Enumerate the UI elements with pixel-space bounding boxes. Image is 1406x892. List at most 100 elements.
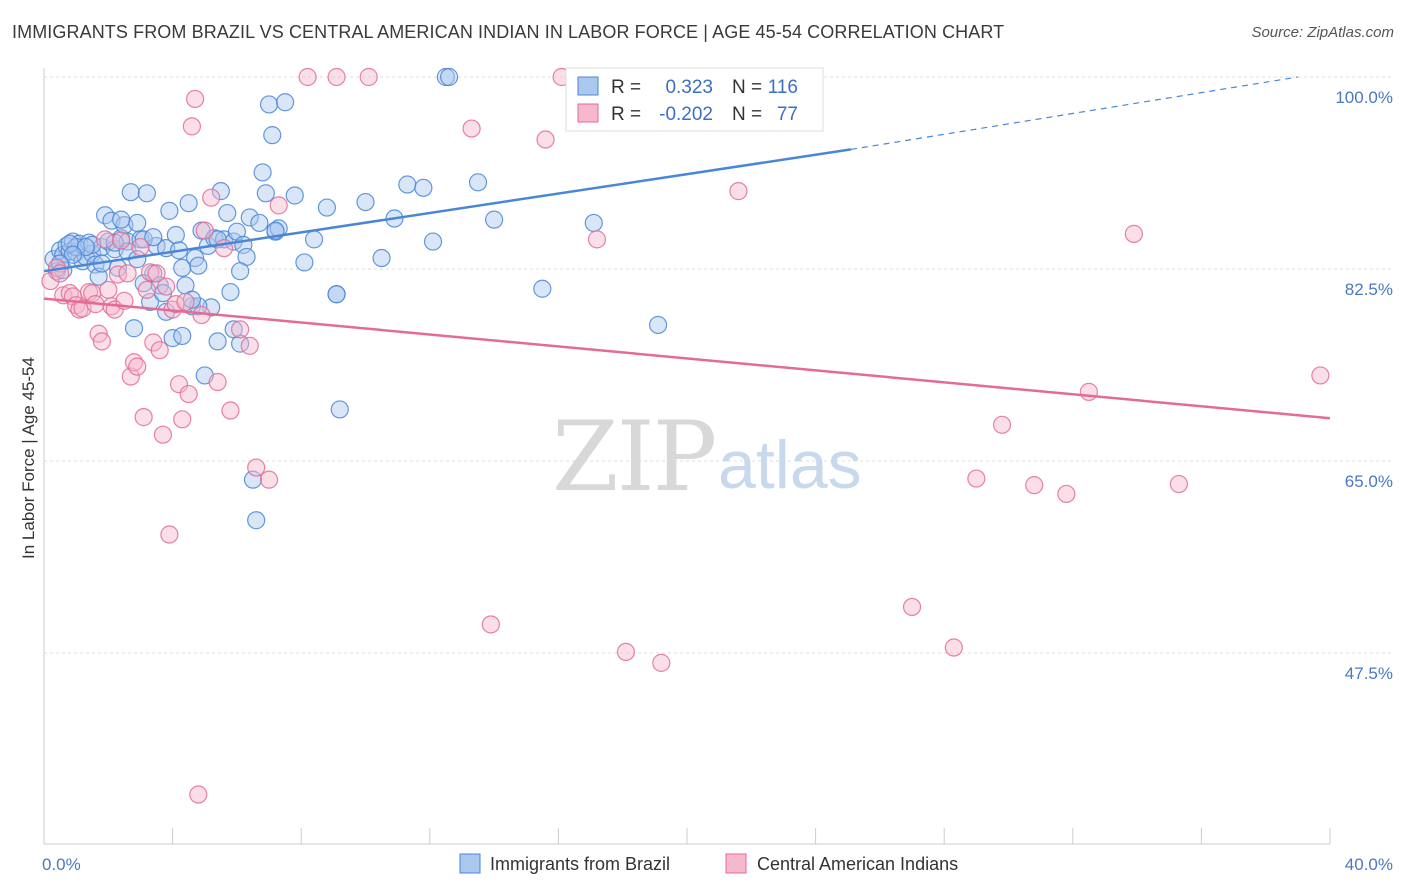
point-central-american-51 <box>240 336 259 355</box>
point-brazil-26 <box>128 213 147 233</box>
point-central-american-46 <box>202 188 221 207</box>
watermark: ZIP atlas <box>552 401 862 513</box>
point-brazil-79 <box>372 248 391 268</box>
point-central-american-45 <box>195 221 214 240</box>
point-brazil-86 <box>468 173 488 192</box>
point-brazil-67 <box>259 95 279 114</box>
point-central-american-42 <box>186 89 205 109</box>
point-central-american-76 <box>1311 366 1330 385</box>
point-central-american-59 <box>481 615 500 634</box>
point-central-american-56 <box>327 67 346 87</box>
legend-r-value-1: 0.323 <box>665 77 713 98</box>
point-brazil-110 <box>144 228 163 247</box>
point-central-american-69 <box>967 469 986 488</box>
point-central-american-39 <box>176 292 195 312</box>
point-brazil-42 <box>179 194 198 213</box>
point-central-american-19 <box>112 231 131 250</box>
point-brazil-30 <box>140 292 160 312</box>
point-central-american-49 <box>221 401 240 420</box>
point-brazil-36 <box>160 201 179 220</box>
point-brazil-45 <box>189 256 208 275</box>
point-central-american-30 <box>147 264 166 283</box>
trend-line-central-american <box>43 297 1331 420</box>
point-central-american-25 <box>131 237 150 257</box>
point-brazil-82 <box>414 178 433 197</box>
point-brazil-83 <box>423 232 443 251</box>
point-central-american-37 <box>169 375 189 394</box>
legend-n-label-1: N = <box>732 77 762 98</box>
x-tick-marks <box>43 828 1331 844</box>
legend-n-label-2: N = <box>732 104 762 125</box>
watermark-atlas: atlas <box>718 427 862 503</box>
point-brazil-87 <box>485 210 504 229</box>
point-central-american-41 <box>182 117 201 136</box>
point-central-american-73 <box>1079 382 1098 401</box>
point-central-american-21 <box>118 264 137 283</box>
legend-r-label-2: R = <box>611 104 641 125</box>
point-central-american-24 <box>128 357 147 376</box>
point-central-american-40 <box>179 384 198 404</box>
point-brazil-54 <box>218 203 237 223</box>
point-central-american-32 <box>153 425 173 444</box>
point-central-american-53 <box>259 470 279 489</box>
y-tick-label-3: 47.5% <box>1345 664 1393 683</box>
point-central-american-43 <box>189 785 208 804</box>
legend-swatch-brazil <box>577 76 599 96</box>
point-brazil-71 <box>276 93 295 112</box>
point-brazil-61 <box>240 208 259 227</box>
point-central-american-68 <box>944 638 963 657</box>
legend-r-label-1: R = <box>611 77 641 98</box>
point-central-american-34 <box>160 525 179 544</box>
series-brazil-points <box>44 67 758 530</box>
point-brazil-102 <box>224 320 243 339</box>
point-brazil-68 <box>263 126 282 145</box>
point-central-american-13 <box>92 332 111 351</box>
point-brazil-49 <box>202 298 221 317</box>
point-central-american-71 <box>1025 476 1044 495</box>
watermark-zip: ZIP <box>552 401 715 513</box>
point-central-american-50 <box>231 320 250 339</box>
point-central-american-28 <box>140 263 160 282</box>
x-tick-label-0: 0.0% <box>42 855 81 874</box>
point-central-american-75 <box>1169 474 1188 494</box>
y-axis-label: In Labor Force | Age 45-54 <box>19 357 38 559</box>
point-brazil-90 <box>584 213 603 233</box>
chart-source: Source: ZipAtlas.com <box>1251 24 1394 41</box>
chart-title: IMMIGRANTS FROM BRAZIL VS CENTRAL AMERIC… <box>12 22 1005 42</box>
point-brazil-72 <box>285 186 304 205</box>
bottom-legend-label-brazil: Immigrants from Brazil <box>490 854 670 874</box>
point-brazil-40 <box>173 258 192 278</box>
point-central-american-52 <box>247 458 266 477</box>
gridlines <box>44 76 1392 654</box>
point-brazil-24 <box>121 183 140 202</box>
point-central-american-70 <box>992 415 1012 434</box>
bottom-legend-swatch-brazil <box>459 853 481 874</box>
point-central-american-67 <box>902 597 922 617</box>
point-brazil-81 <box>398 175 417 194</box>
point-central-american-15 <box>99 280 118 299</box>
point-brazil-63 <box>247 511 266 530</box>
point-brazil-77 <box>330 400 349 419</box>
point-brazil-73 <box>295 253 314 272</box>
x-tick-labels: 0.0% 40.0% <box>42 855 1393 874</box>
point-central-american-55 <box>298 67 317 87</box>
y-tick-labels: 100.0% 82.5% 65.0% 47.5% <box>1335 88 1393 683</box>
point-central-american-64 <box>652 653 671 672</box>
y-tick-label-0: 100.0% <box>1335 88 1393 107</box>
point-central-american-58 <box>462 119 481 138</box>
x-tick-label-1: 40.0% <box>1345 855 1393 874</box>
point-brazil-85 <box>439 67 459 87</box>
point-brazil-29 <box>137 184 156 203</box>
point-brazil-114 <box>112 210 131 229</box>
point-brazil-107 <box>231 262 250 281</box>
legend-n-value-1: 116 <box>768 77 798 98</box>
y-tick-label-2: 65.0% <box>1345 472 1393 491</box>
point-central-american-60 <box>536 130 555 149</box>
legend-r-value-2: -0.202 <box>659 104 713 125</box>
point-central-american-72 <box>1057 484 1076 504</box>
point-central-american-18 <box>108 265 128 284</box>
point-central-american-65 <box>729 182 748 201</box>
point-brazil-25 <box>124 319 144 338</box>
legend-swatch-central-american <box>577 103 599 123</box>
point-central-american-57 <box>359 67 378 87</box>
